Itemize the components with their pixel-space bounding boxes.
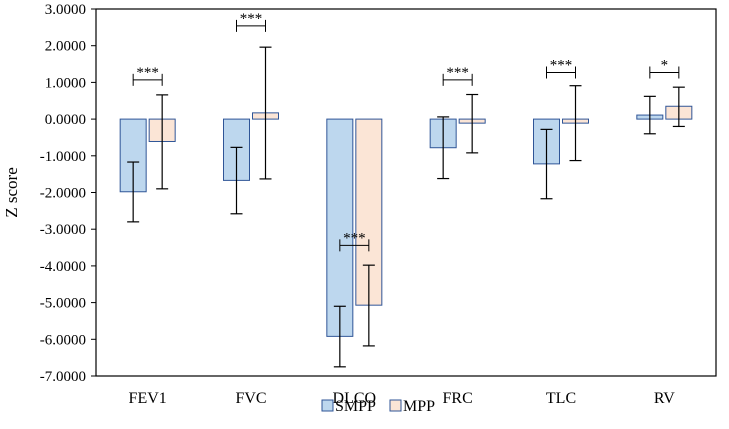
y-axis-title: Z score xyxy=(2,167,21,218)
y-tick-label: -4.0000 xyxy=(40,259,86,275)
x-tick-label-rv: RV xyxy=(654,390,675,407)
y-tick-label: 2.0000 xyxy=(45,39,86,55)
significance-label-dlco: *** xyxy=(343,230,366,246)
y-tick-label: -1.0000 xyxy=(40,149,86,165)
x-tick-label-dlco: DLCO xyxy=(333,390,377,407)
x-tick-label-fev1: FEV1 xyxy=(129,390,167,407)
significance-label-frc: *** xyxy=(446,65,469,81)
x-tick-label-frc: FRC xyxy=(443,390,473,407)
y-tick-label: -5.0000 xyxy=(40,296,86,312)
y-tick-label: 1.0000 xyxy=(45,75,86,91)
significance-label-fvc: *** xyxy=(240,11,263,27)
plot-area-frame xyxy=(95,8,717,377)
significance-label-tlc: *** xyxy=(550,57,573,73)
x-tick-label-tlc: TLC xyxy=(546,390,576,407)
y-tick-label: -6.0000 xyxy=(40,332,86,348)
legend-swatch-smpp xyxy=(321,399,334,412)
y-tick-label: -2.0000 xyxy=(40,186,86,202)
y-tick-label: 0.0000 xyxy=(45,112,86,128)
legend-label-smpp: SMPP xyxy=(335,398,376,415)
legend-label-mpp: MPP xyxy=(403,398,435,415)
x-tick-label-fvc: FVC xyxy=(235,390,266,407)
significance-label-fev1: *** xyxy=(136,65,159,81)
y-tick-label: -7.0000 xyxy=(40,369,86,385)
y-tick-label: -3.0000 xyxy=(40,222,86,238)
legend-swatch-mpp xyxy=(389,399,402,412)
y-tick-label: 3.0000 xyxy=(45,2,86,18)
bar-smpp-dlco xyxy=(326,118,354,337)
significance-label-rv: * xyxy=(661,57,669,73)
